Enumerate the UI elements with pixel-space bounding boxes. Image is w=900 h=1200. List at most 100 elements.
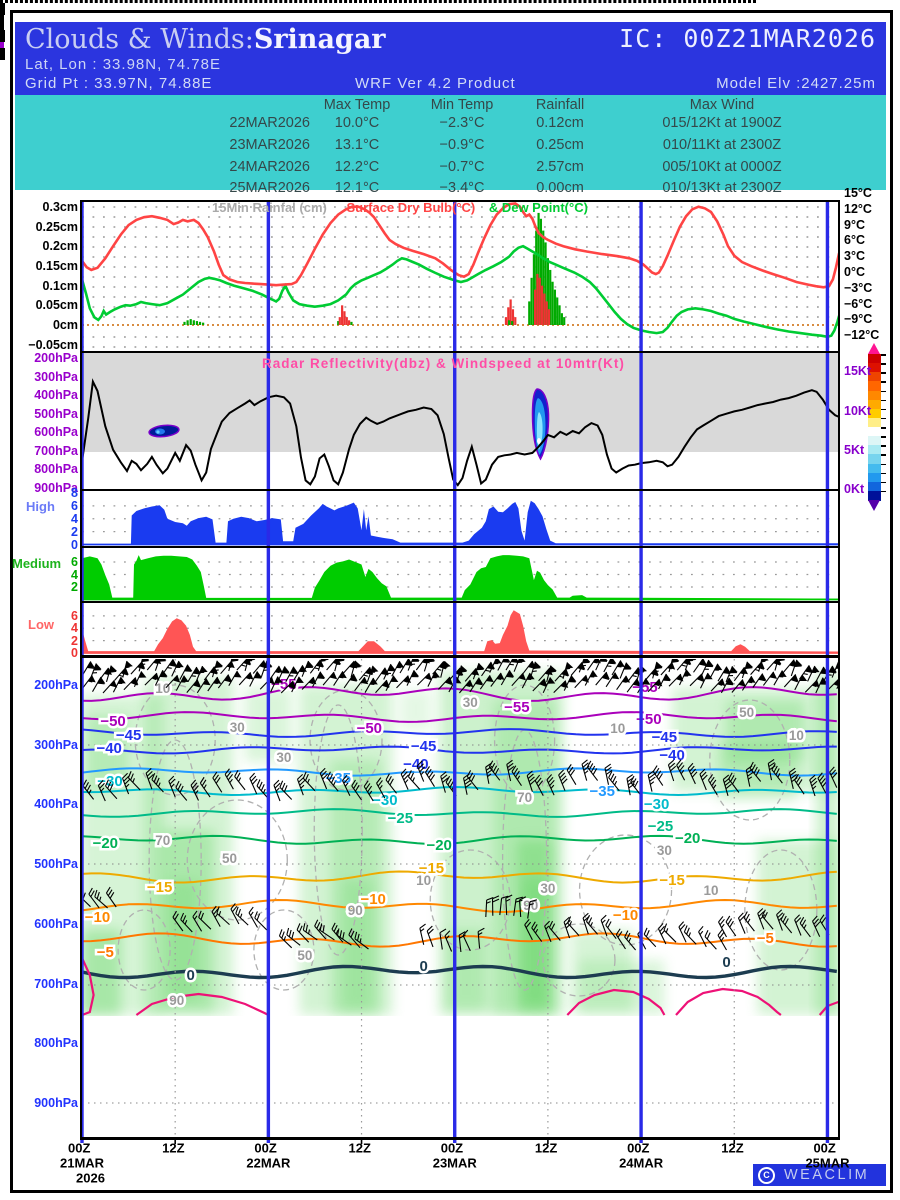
colorbar-segment	[868, 463, 881, 474]
tick	[0, 18, 4, 20]
surface-panel-title: 15Min Rainfal (cm) Surface Dry Bulb(°C) …	[212, 200, 588, 215]
tick	[0, 52, 5, 54]
svg-text:−45: −45	[116, 727, 141, 744]
cloud-layer-medium: Medium	[12, 556, 62, 571]
axis-tick-label: 2	[71, 633, 78, 648]
station-name: Srinagar	[253, 24, 386, 55]
axis-tick-label: 400hPa	[34, 388, 78, 403]
axis-tick-label: 0.1cm	[42, 278, 78, 293]
dewpoint-legend: & Dew Point(°C)	[488, 200, 588, 215]
svg-text:70: 70	[155, 833, 170, 848]
axis-tick-label: 200hPa	[34, 351, 78, 365]
radar-panel-title: Radar Reflectivity(dbz) & Windspeed at 1…	[262, 356, 625, 371]
colorbar-segment	[868, 454, 881, 464]
axis-tick-label: 24MAR	[619, 1155, 664, 1171]
init-condition: IC: 00Z21MAR2026	[619, 24, 876, 53]
row-rain: 2.57cm	[536, 159, 584, 175]
row-rain: 0.00cm	[536, 180, 584, 196]
svg-text:10: 10	[416, 873, 431, 888]
axis-tick-label: 9°C	[844, 217, 865, 232]
panel-border	[80, 489, 840, 491]
axis-tick-label: 3°C	[844, 249, 865, 264]
axis-tick-label: 2	[71, 580, 78, 594]
svg-text:10: 10	[155, 681, 170, 696]
tick	[0, 34, 5, 36]
axis-tick-label: 0Kt	[844, 482, 865, 496]
colorbar-segment	[868, 354, 881, 364]
tick	[0, 12, 5, 14]
svg-text:10: 10	[703, 883, 718, 898]
axis-tick-label: 15Kt	[844, 364, 872, 379]
svg-text:−55: −55	[504, 699, 529, 716]
row-wind: 005/10Kt at 0000Z	[662, 159, 782, 175]
tick	[0, 39, 5, 41]
wind-barbs	[82, 659, 838, 953]
axis-tick-label: 0°C	[844, 264, 865, 279]
row-min: −2.3°C	[439, 115, 485, 131]
header-meta-row: Grid Pt : 33.97N, 74.88E WRF Ver 4.2 Pro…	[25, 75, 878, 92]
colorbar-segment	[868, 427, 881, 437]
tick	[0, 48, 5, 50]
axis-tick-label: −3°C	[844, 280, 873, 295]
axis-tick-label: 5Kt	[844, 442, 865, 457]
axis-tick-label: 0.2cm	[42, 239, 78, 254]
tick	[0, 28, 4, 30]
cloud-top-dashline	[0, 1, 756, 2]
axis-tick-label: 600hPa	[34, 916, 78, 931]
svg-text:30: 30	[463, 695, 478, 710]
colorbar-segment	[868, 472, 881, 483]
brand-name: WEACLIM	[784, 1167, 870, 1183]
axis-tick-label: 0	[71, 537, 78, 552]
svg-text:0: 0	[187, 967, 195, 984]
row-wind: 010/13Kt at 2300Z	[662, 180, 782, 196]
axis-tick-label: 0.3cm	[42, 200, 78, 214]
colorbar-segment	[868, 399, 881, 410]
row-rain: 0.12cm	[536, 115, 584, 131]
tick	[0, 57, 5, 59]
axis-tick-label: 300hPa	[34, 369, 78, 384]
tick	[0, 19, 4, 21]
cloud-high-series	[82, 500, 838, 545]
axis-tick-label: 0cm	[52, 318, 78, 332]
grid-point: Grid Pt : 33.97N, 74.88E	[25, 75, 213, 92]
axis-tick-label: 200hPa	[34, 678, 78, 692]
panel-border	[80, 600, 840, 603]
panel-border	[80, 545, 840, 548]
axis-tick-label: 4	[71, 621, 78, 636]
tick	[0, 33, 5, 35]
row-min: −0.9°C	[439, 137, 485, 153]
colorbar-segment	[868, 363, 881, 373]
header-title-row: Clouds & Winds:Srinagar IC: 00Z21MAR2026	[25, 24, 878, 55]
colorbar-up-arrow	[868, 343, 880, 354]
axis-tick-label: −12°C	[844, 328, 880, 343]
axis-tick-label: 25MAR	[805, 1155, 850, 1171]
svg-text:−25: −25	[388, 810, 413, 827]
tick	[0, 4, 5, 6]
axis-tick-label: 00Z	[627, 1140, 650, 1156]
weaclim-logo: C WEACLIM	[753, 1164, 886, 1186]
plot-left-border	[80, 200, 82, 1139]
svg-text:−35: −35	[590, 783, 615, 800]
svg-text:30: 30	[230, 720, 245, 735]
axis-tick-label: 2	[71, 524, 78, 539]
svg-text:90: 90	[169, 993, 184, 1008]
svg-text:70: 70	[517, 790, 532, 805]
panel-border	[80, 200, 840, 202]
lat-lon: Lat, Lon : 33.98N, 74.78E	[25, 56, 221, 73]
tick	[0, 15, 4, 17]
row-date: 23MAR2026	[229, 137, 310, 153]
axis-tick-label: 00Z	[254, 1140, 277, 1156]
axis-tick-label: 500hPa	[34, 857, 78, 872]
colorbar-segment	[868, 372, 881, 382]
svg-text:−50: −50	[100, 713, 125, 730]
axis-tick-label: 00Z	[68, 1140, 91, 1156]
axis-tick-label: 6	[71, 608, 78, 623]
svg-text:−15: −15	[419, 860, 444, 877]
row-max: 12.2°C	[334, 159, 380, 175]
tick	[0, 43, 4, 45]
axis-tick-label: 6	[71, 498, 78, 513]
copyright-icon: C	[758, 1166, 775, 1184]
svg-text:90: 90	[348, 903, 363, 918]
